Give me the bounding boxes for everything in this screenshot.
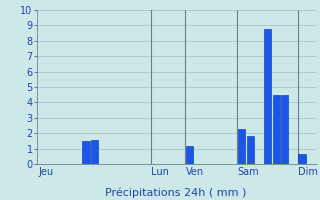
Bar	[281, 95, 289, 164]
Bar	[273, 95, 280, 164]
Bar	[238, 129, 245, 164]
Text: Précipitations 24h ( mm ): Précipitations 24h ( mm )	[105, 188, 247, 198]
Text: Dim: Dim	[298, 167, 318, 177]
Bar	[299, 154, 306, 164]
Bar	[186, 146, 193, 164]
Text: Sam: Sam	[237, 167, 259, 177]
Bar	[264, 29, 271, 164]
Text: Ven: Ven	[186, 167, 204, 177]
Bar	[91, 140, 98, 164]
Text: Lun: Lun	[151, 167, 169, 177]
Bar	[247, 136, 254, 164]
Text: Jeu: Jeu	[38, 167, 54, 177]
Bar	[82, 141, 90, 164]
